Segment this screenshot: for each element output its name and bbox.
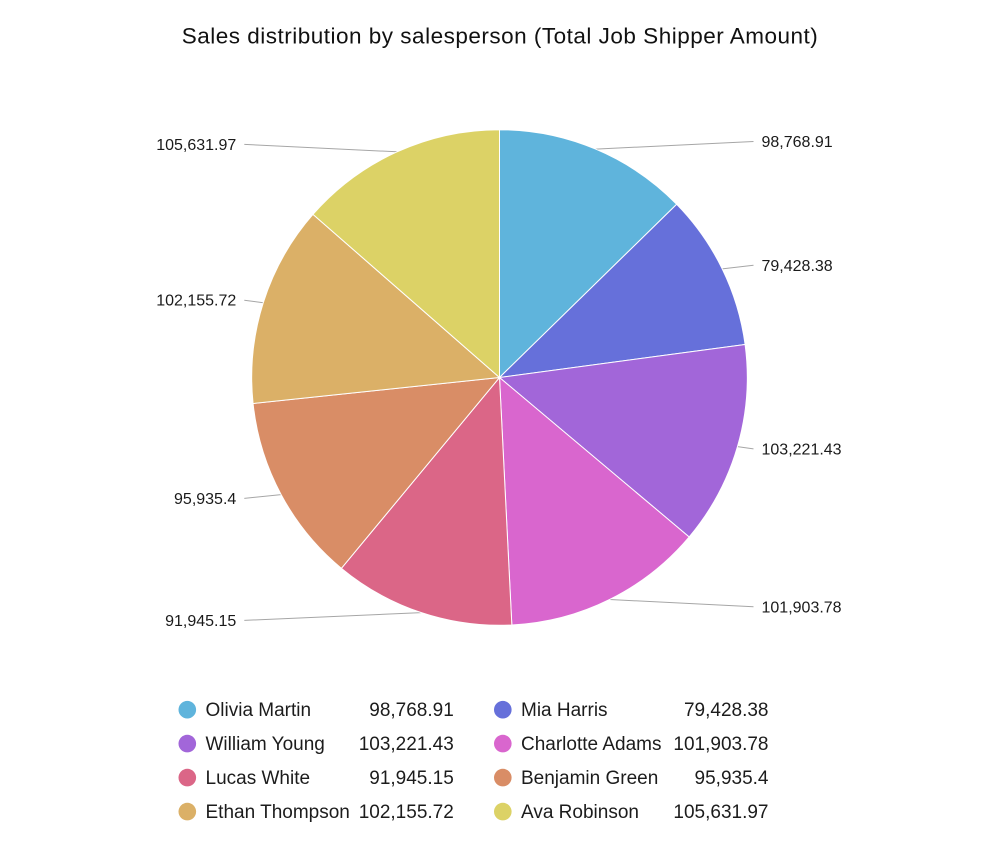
svg-text:79,428.38: 79,428.38 xyxy=(762,258,833,275)
svg-text:101,903.78: 101,903.78 xyxy=(762,599,842,616)
svg-text:103,221.43: 103,221.43 xyxy=(762,441,842,458)
svg-text:101,903.78: 101,903.78 xyxy=(673,734,768,755)
svg-text:98,768.91: 98,768.91 xyxy=(369,700,454,721)
svg-text:Ethan Thompson: Ethan Thompson xyxy=(206,802,350,823)
svg-text:102,155.72: 102,155.72 xyxy=(156,293,236,310)
svg-text:79,428.38: 79,428.38 xyxy=(684,700,769,721)
svg-text:Benjamin Green: Benjamin Green xyxy=(521,768,658,789)
svg-text:103,221.43: 103,221.43 xyxy=(359,734,454,755)
svg-text:95,935.4: 95,935.4 xyxy=(174,491,236,508)
svg-text:Ava Robinson: Ava Robinson xyxy=(521,802,639,823)
svg-text:William Young: William Young xyxy=(206,734,325,755)
svg-text:Mia Harris: Mia Harris xyxy=(521,700,608,721)
svg-text:Lucas White: Lucas White xyxy=(206,768,311,789)
svg-text:91,945.15: 91,945.15 xyxy=(165,613,236,630)
svg-text:105,631.97: 105,631.97 xyxy=(673,802,768,823)
svg-text:105,631.97: 105,631.97 xyxy=(156,137,236,154)
svg-text:98,768.91: 98,768.91 xyxy=(762,134,833,151)
svg-text:91,945.15: 91,945.15 xyxy=(369,768,454,789)
svg-text:Charlotte Adams: Charlotte Adams xyxy=(521,734,661,755)
svg-text:Olivia Martin: Olivia Martin xyxy=(206,700,312,721)
svg-text:Sales distribution by salesper: Sales distribution by salesperson (Total… xyxy=(182,24,819,49)
svg-text:102,155.72: 102,155.72 xyxy=(359,802,454,823)
svg-text:95,935.4: 95,935.4 xyxy=(695,768,769,789)
